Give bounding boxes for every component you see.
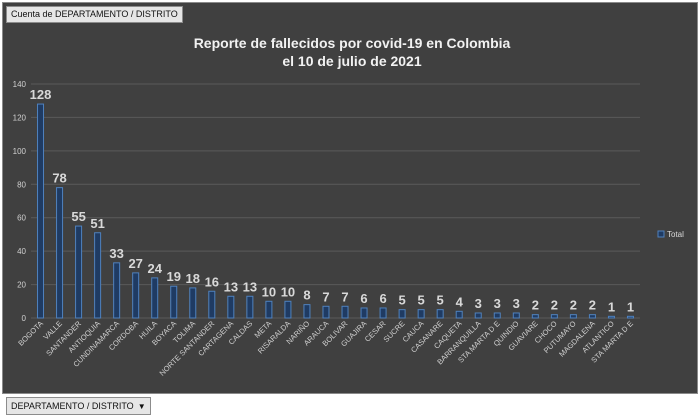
bar[interactable] xyxy=(417,309,425,319)
bar[interactable] xyxy=(284,300,292,319)
data-label: 128 xyxy=(30,87,52,102)
data-label: 19 xyxy=(167,269,181,284)
data-label: 16 xyxy=(205,274,219,289)
bar[interactable] xyxy=(474,312,482,319)
bars xyxy=(37,103,634,319)
bar[interactable] xyxy=(189,287,197,319)
data-label: 51 xyxy=(90,216,104,231)
data-label: 6 xyxy=(360,291,367,306)
axis-field-button[interactable]: DEPARTAMENTO / DISTRITO ▼ xyxy=(6,397,151,415)
bar[interactable] xyxy=(246,295,254,319)
data-label: 13 xyxy=(224,279,238,294)
data-label: 33 xyxy=(109,246,123,261)
y-tick-label: 0 xyxy=(22,314,27,323)
data-label: 3 xyxy=(513,296,520,311)
bar[interactable] xyxy=(113,262,121,319)
bar[interactable] xyxy=(550,314,558,319)
bar[interactable] xyxy=(341,305,349,319)
bar[interactable] xyxy=(208,290,216,319)
data-label: 18 xyxy=(186,271,200,286)
bar[interactable] xyxy=(531,314,539,319)
data-label: 7 xyxy=(322,289,329,304)
bar[interactable] xyxy=(265,300,273,319)
bar[interactable] xyxy=(132,272,140,319)
y-tick-label: 20 xyxy=(17,281,26,290)
data-label: 27 xyxy=(128,256,142,271)
value-field-button[interactable]: Cuenta de DEPARTAMENTO / DISTRITO xyxy=(6,6,183,23)
chart-area xyxy=(2,2,698,394)
gridlines xyxy=(31,83,640,319)
data-label: 2 xyxy=(589,298,596,313)
bar[interactable] xyxy=(170,285,178,319)
bar[interactable] xyxy=(569,314,577,319)
bar[interactable] xyxy=(227,295,235,319)
y-tick-label: 140 xyxy=(13,80,27,89)
bar[interactable] xyxy=(151,277,159,319)
y-tick-label: 60 xyxy=(17,214,26,223)
bar[interactable] xyxy=(379,307,387,319)
y-tick-label: 80 xyxy=(17,180,26,189)
chart-title-line-2: el 10 de julio de 2021 xyxy=(282,53,422,69)
y-axis-ticks: 0 20 40 60 80 100 120 140 xyxy=(13,80,27,323)
x-category-label: BOGOTA xyxy=(16,319,45,348)
data-label: 6 xyxy=(379,291,386,306)
legend: Total xyxy=(657,230,684,239)
bar[interactable] xyxy=(398,309,406,319)
data-label: 5 xyxy=(437,293,444,308)
bar[interactable] xyxy=(588,314,596,319)
bar[interactable] xyxy=(360,307,368,319)
data-label: 10 xyxy=(281,284,295,299)
data-label: 4 xyxy=(456,294,464,309)
bar[interactable] xyxy=(493,312,501,319)
data-label: 55 xyxy=(71,209,85,224)
data-label: 2 xyxy=(532,298,539,313)
legend-swatch xyxy=(657,230,665,238)
bar[interactable] xyxy=(512,312,520,319)
data-label: 1 xyxy=(627,299,634,314)
data-label: 1 xyxy=(608,299,615,314)
data-label: 7 xyxy=(341,289,348,304)
bar[interactable] xyxy=(303,304,311,319)
y-tick-label: 40 xyxy=(17,247,26,256)
legend-label: Total xyxy=(667,230,684,239)
bar[interactable] xyxy=(94,232,102,319)
data-label: 10 xyxy=(262,284,276,299)
data-label: 3 xyxy=(494,296,501,311)
bar[interactable] xyxy=(455,310,463,319)
bar[interactable] xyxy=(37,103,45,319)
data-label: 24 xyxy=(147,261,162,276)
bar[interactable] xyxy=(322,305,330,319)
bar[interactable] xyxy=(56,187,64,319)
data-label: 3 xyxy=(475,296,482,311)
y-tick-label: 120 xyxy=(13,113,27,122)
data-label: 2 xyxy=(570,298,577,313)
bar[interactable] xyxy=(75,225,83,319)
dropdown-arrow-icon: ▼ xyxy=(137,402,146,411)
x-axis-categories: BOGOTAVALLESANTANDERANTIOQUIACUNDINAMARC… xyxy=(16,319,635,378)
data-label: 5 xyxy=(398,293,405,308)
data-label: 5 xyxy=(418,293,425,308)
bar[interactable] xyxy=(626,315,634,319)
bar[interactable] xyxy=(607,315,615,319)
axis-field-label: DEPARTAMENTO / DISTRITO xyxy=(11,401,134,411)
data-label: 2 xyxy=(551,298,558,313)
y-tick-label: 100 xyxy=(13,147,27,156)
data-label: 8 xyxy=(303,288,310,303)
data-label: 13 xyxy=(243,279,257,294)
data-label: 78 xyxy=(52,171,66,186)
bar[interactable] xyxy=(436,309,444,319)
chart-title-line-1: Reporte de fallecidos por covid-19 en Co… xyxy=(194,35,511,51)
